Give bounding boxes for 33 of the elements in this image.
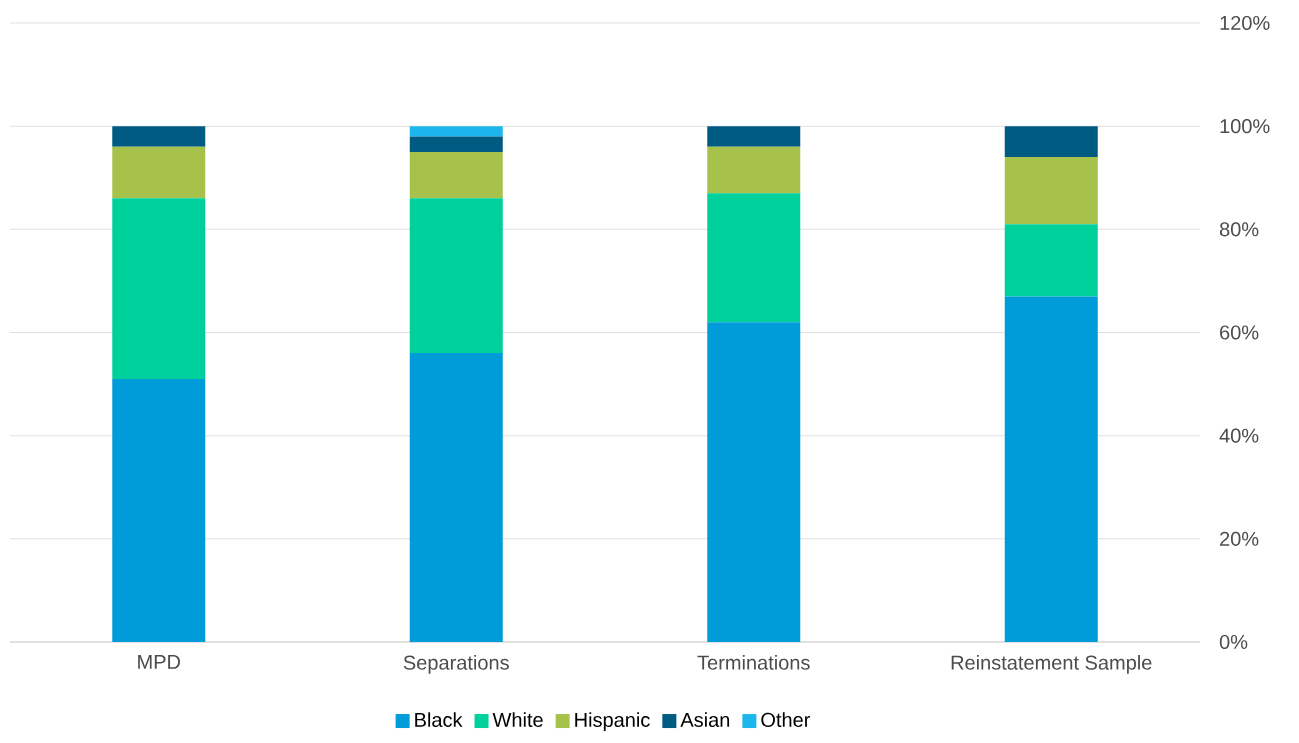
bar: [707, 146, 801, 194]
bar: [409, 136, 503, 152]
legend-label: Asian: [680, 712, 730, 727]
legend-label: Hispanic: [575, 712, 650, 731]
bar: [707, 126, 801, 147]
bar: [112, 378, 206, 642]
legend-label: Black: [415, 712, 463, 727]
bar: [112, 198, 206, 379]
bar: [1004, 157, 1098, 225]
bar: [409, 151, 503, 199]
x-tick-label: Reinstatement Sample: [951, 655, 1152, 674]
y-tick-label: 80%: [1219, 222, 1259, 237]
y-tick-label: 0%: [1219, 634, 1248, 650]
y-tick-label: 60%: [1220, 325, 1259, 340]
bar: [707, 193, 801, 323]
bar: [112, 146, 206, 199]
legend-label: Other: [761, 712, 811, 727]
legend-label: White: [492, 712, 543, 727]
bar: [409, 198, 503, 354]
bar: [1004, 296, 1098, 642]
x-tick-label: Terminations: [697, 655, 810, 670]
x-tick-label: MPD: [138, 655, 181, 669]
x-tick-label: Separations: [403, 655, 509, 674]
bar: [409, 353, 503, 642]
y-tick-label: 120%: [1220, 15, 1270, 31]
bar: [409, 126, 503, 137]
y-tick-label: 40%: [1219, 428, 1259, 443]
bar: [112, 126, 206, 147]
bar: [1004, 126, 1098, 158]
bar: [1004, 224, 1098, 297]
bar: [707, 322, 801, 642]
y-tick-label: 100%: [1220, 119, 1270, 134]
y-tick-label: 20%: [1220, 531, 1259, 546]
